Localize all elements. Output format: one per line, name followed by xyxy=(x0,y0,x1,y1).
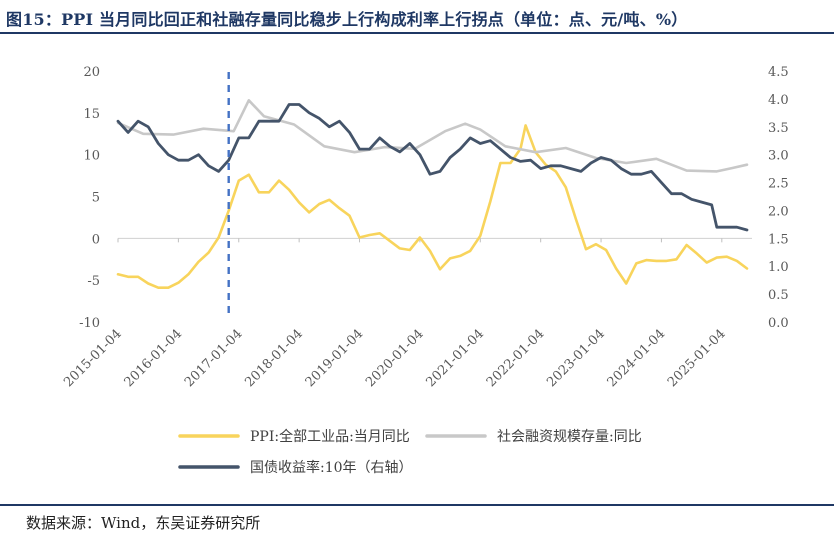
y-left-tick-label: 0 xyxy=(92,232,100,247)
legend-bond-yield-label: 国债收益率:10年（右轴） xyxy=(250,459,413,476)
x-tick-label: 2021-01-04 xyxy=(424,327,488,391)
y-left-tick-label: -10 xyxy=(79,316,100,331)
footer-rule xyxy=(0,504,834,506)
x-tick-label: 2023-01-04 xyxy=(544,327,608,391)
chart-svg: -10 -5 0 5 10 15 20 0.0 0.5 1.0 1.5 2.0 2.5 3.0 3.5 4.0… xyxy=(61,65,789,476)
y-right-tick-label: 2.0 xyxy=(768,204,789,219)
y-right-tick-label: 2.5 xyxy=(768,177,789,192)
y-right-tick-label: 0.5 xyxy=(768,288,789,303)
y-right-tick-label: 4.0 xyxy=(768,93,789,108)
x-tick-label: 2019-01-04 xyxy=(303,327,367,391)
x-tick-label: 2024-01-04 xyxy=(605,327,669,391)
y-left-tick-label: -5 xyxy=(87,274,100,289)
y-right-tick-label: 3.5 xyxy=(768,121,789,136)
x-tick-label: 2018-01-04 xyxy=(242,327,306,391)
x-tick-label: 2020-01-04 xyxy=(363,327,427,391)
x-tick-label: 2022-01-04 xyxy=(484,327,548,391)
legend-ppi-label: PPI:全部工业品:当月同比 xyxy=(250,428,410,445)
header-rule xyxy=(0,32,834,34)
y-right-tick-label: 1.0 xyxy=(768,260,789,275)
bond-yield-line xyxy=(116,103,749,232)
y-left-tick-label: 10 xyxy=(83,149,100,164)
x-tick-label: 2016-01-04 xyxy=(122,327,186,391)
ppi-line xyxy=(116,124,749,290)
source-note: 数据来源：Wind，东吴证券研究所 xyxy=(26,514,261,532)
y-right-tick-label: 3.0 xyxy=(768,149,789,164)
social-financing-line xyxy=(116,99,749,173)
x-tick-label: 2025-01-04 xyxy=(665,327,729,391)
y-left-tick-label: 5 xyxy=(92,191,100,206)
y-left-tick-label: 15 xyxy=(83,107,100,122)
y-right-tick-label: 0.0 xyxy=(768,316,789,331)
y-right-tick-label: 1.5 xyxy=(768,232,789,247)
y-right-tick-label: 4.5 xyxy=(768,65,789,80)
x-tick-label: 2017-01-04 xyxy=(182,327,246,391)
x-tick-label: 2015-01-04 xyxy=(61,327,125,391)
y-left-tick-label: 20 xyxy=(83,65,100,80)
legend-social-financing-label: 社会融资规模存量:同比 xyxy=(497,429,642,445)
figure-title: 图15：PPI 当月同比回正和社融存量同比稳步上行构成利率上行拐点（单位：点、元… xyxy=(6,10,688,29)
